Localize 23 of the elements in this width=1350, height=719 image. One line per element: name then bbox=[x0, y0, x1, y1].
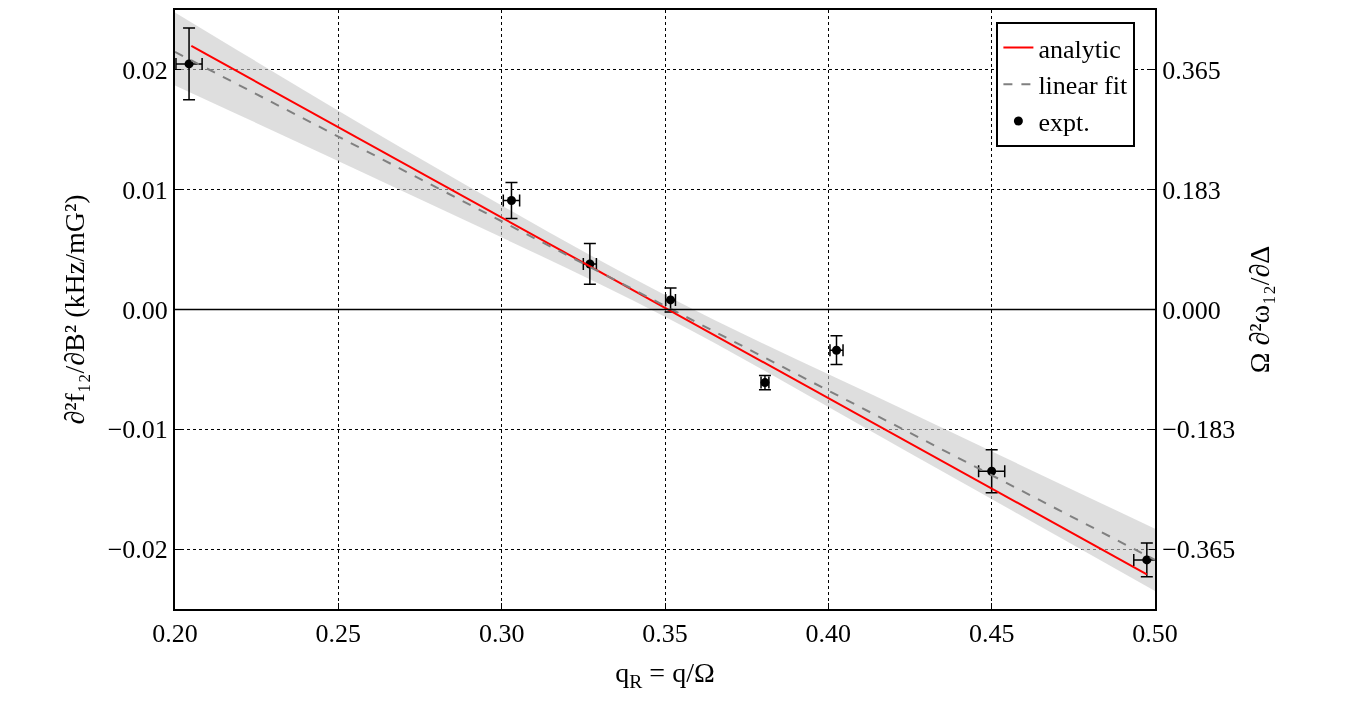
y-tick-label: 0.00 bbox=[122, 295, 168, 325]
y2-axis-title: Ω ∂²ω₁₂/∂Δ bbox=[1243, 245, 1275, 374]
x-axis-title: q$_{R}$ = q/Ω bbox=[615, 656, 715, 692]
y2-tick-label: 0.000 bbox=[1162, 295, 1221, 325]
y-tick-label: −0.02 bbox=[107, 535, 168, 565]
x-tick-label: 0.40 bbox=[805, 619, 852, 649]
x-tick-label: 0.45 bbox=[968, 619, 1015, 649]
y-axis-title: ∂²f₁₂/∂B² (kHz/mG²) bbox=[58, 194, 90, 425]
y-tick-label: 0.01 bbox=[122, 175, 168, 205]
y-tick-label: 0.02 bbox=[122, 56, 168, 85]
y2-tick-label: −0.365 bbox=[1162, 535, 1236, 565]
x-tick-label: 0.30 bbox=[478, 619, 525, 649]
x-tick-label: 0.50 bbox=[1132, 619, 1178, 649]
x-tick-label: 0.25 bbox=[315, 619, 362, 649]
legend-label: analytic bbox=[1038, 34, 1121, 64]
legend-label: linear fit bbox=[1038, 71, 1128, 101]
y2-tick-label: −0.183 bbox=[1162, 415, 1236, 445]
x-tick-label: 0.35 bbox=[642, 619, 688, 649]
y2-tick-label: 0.365 bbox=[1162, 56, 1221, 85]
legend-label: expt. bbox=[1038, 108, 1090, 138]
y2-tick-label: 0.183 bbox=[1162, 175, 1221, 205]
y-tick-label: −0.01 bbox=[107, 415, 168, 445]
x-tick-label: 0.20 bbox=[152, 619, 198, 649]
